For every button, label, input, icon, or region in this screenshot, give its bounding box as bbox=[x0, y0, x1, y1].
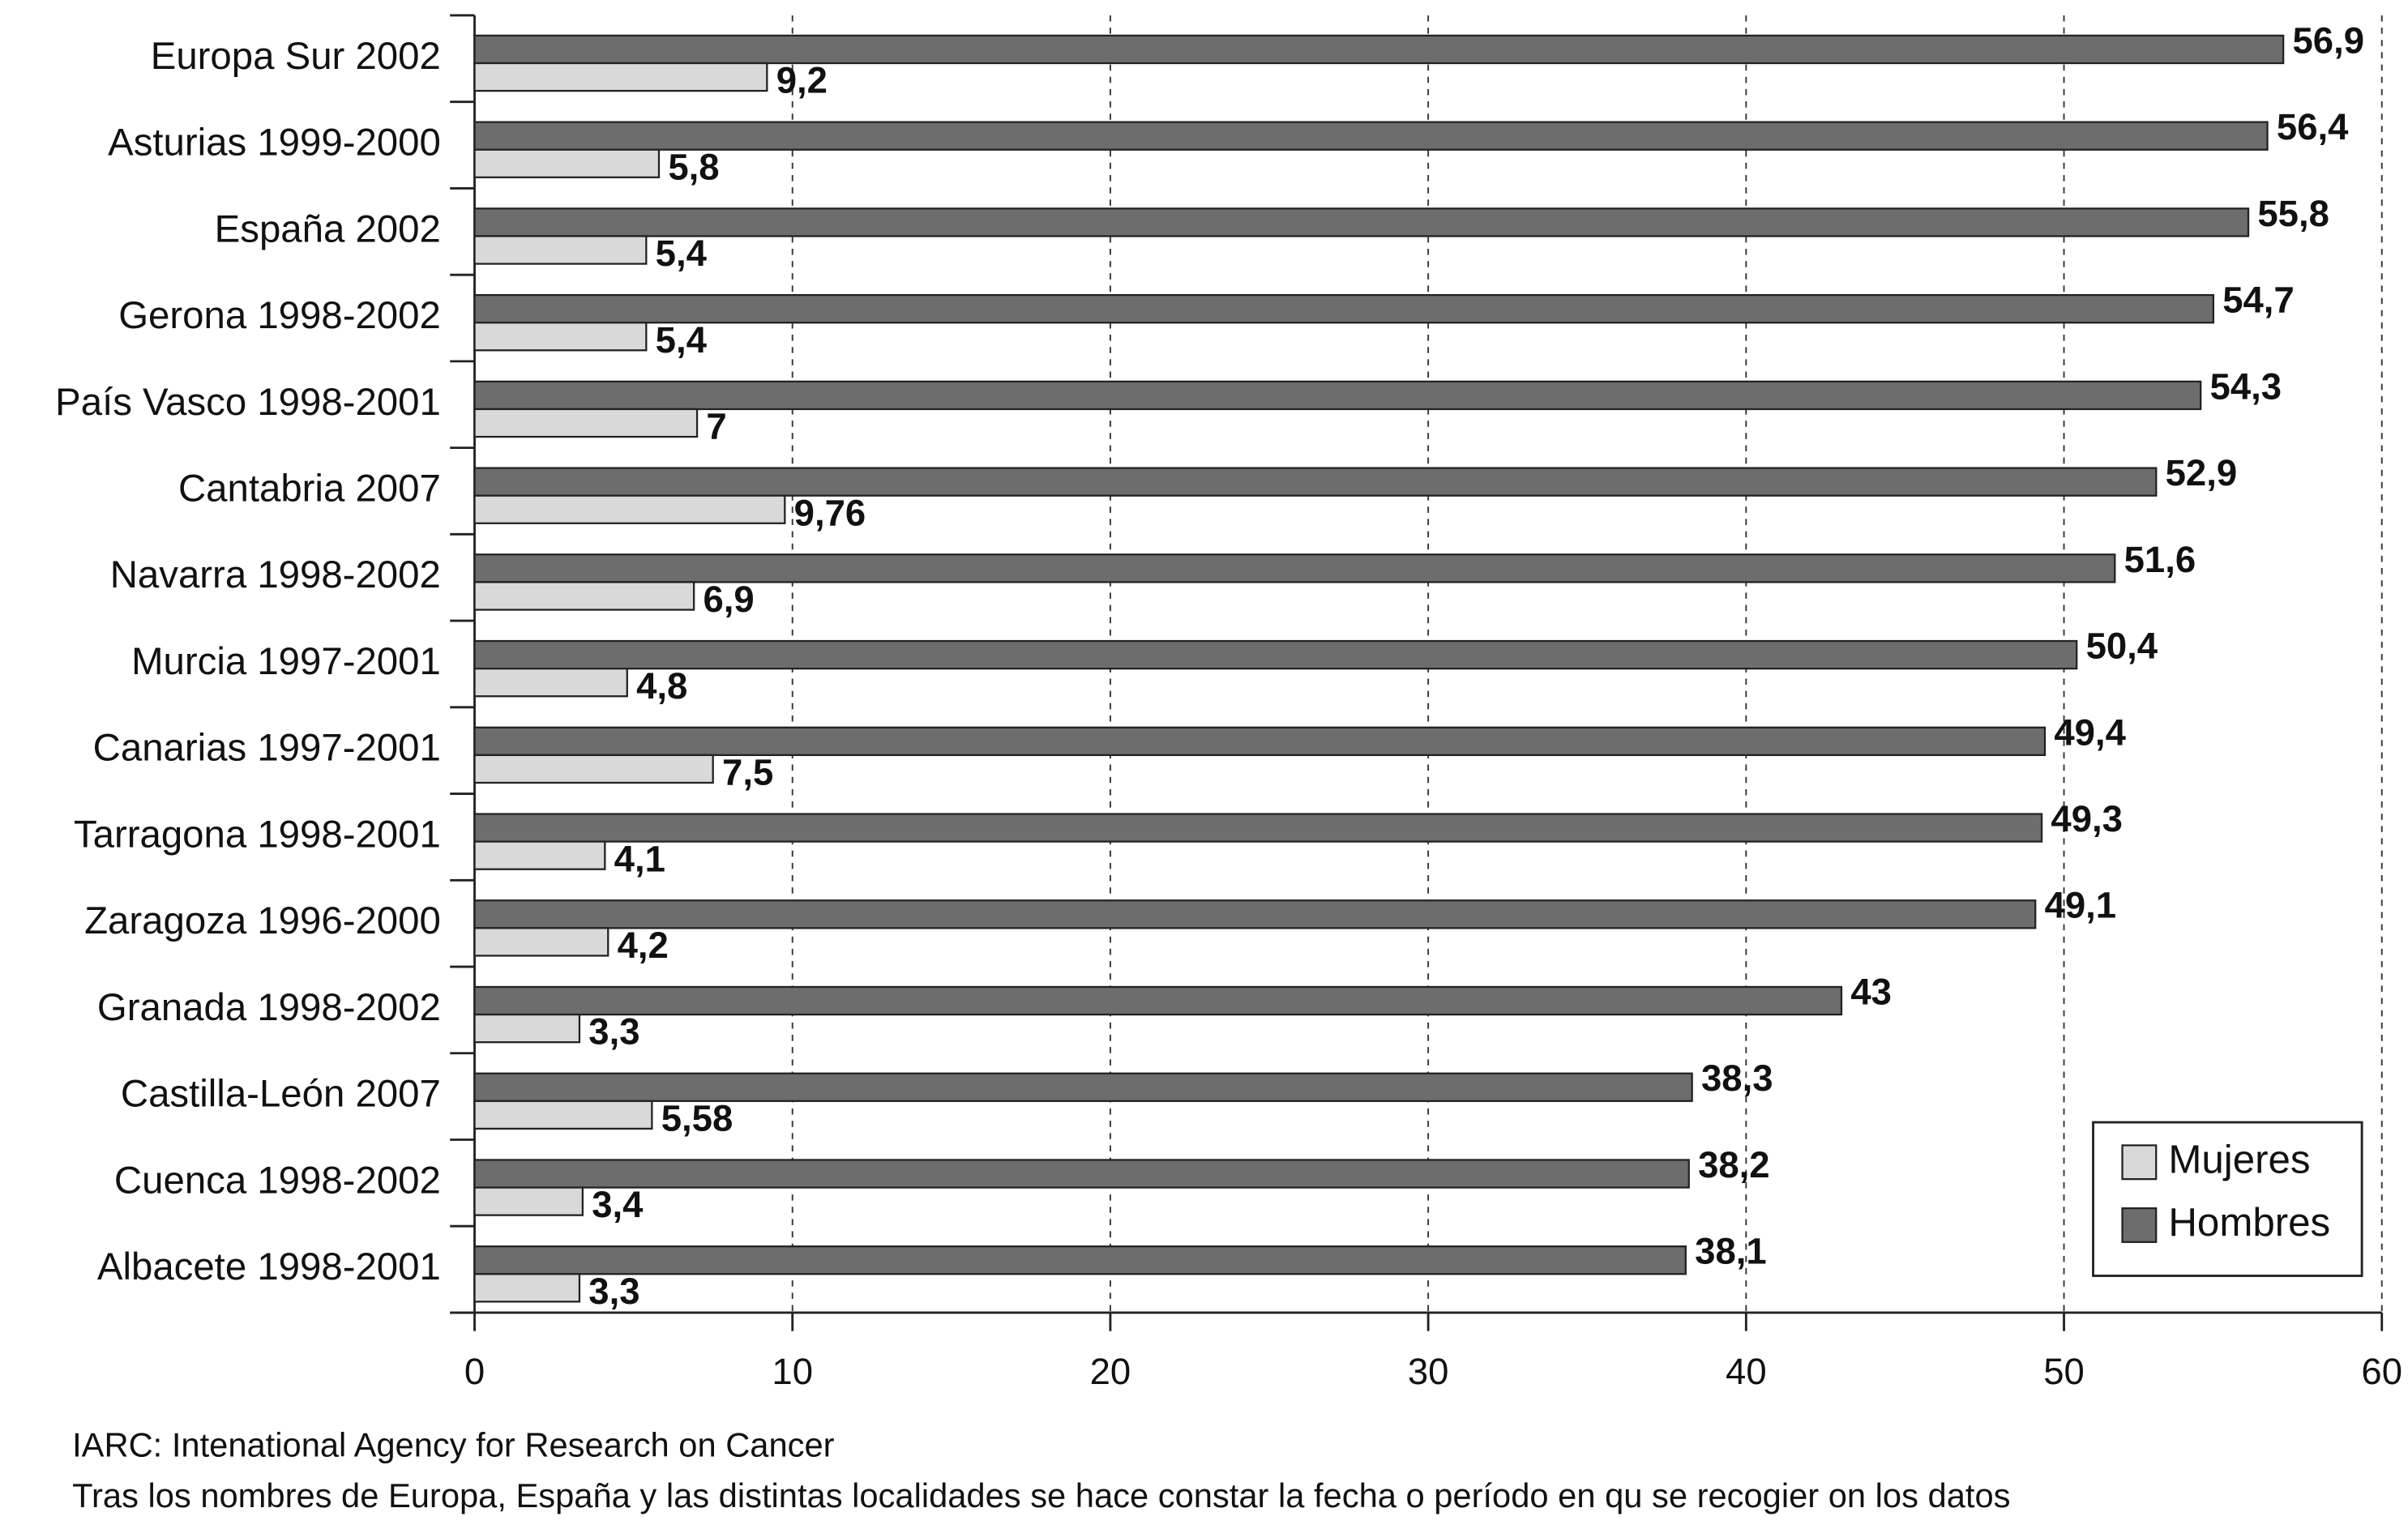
y-tick-label: Cantabria 2007 bbox=[178, 468, 441, 510]
bar bbox=[473, 668, 628, 698]
x-tick-label: 30 bbox=[1408, 1351, 1449, 1392]
bar bbox=[473, 1159, 1690, 1189]
value-label: 7,5 bbox=[722, 752, 773, 793]
bar bbox=[473, 581, 695, 611]
bar bbox=[473, 62, 768, 92]
bar bbox=[473, 754, 714, 784]
y-tick-label: Castilla-León 2007 bbox=[121, 1073, 441, 1116]
bar bbox=[473, 553, 2116, 583]
value-label: 9,2 bbox=[776, 60, 828, 101]
y-tick-label: Albacete 1998-2001 bbox=[97, 1245, 441, 1288]
value-label: 4,1 bbox=[614, 838, 665, 879]
bar bbox=[473, 494, 786, 524]
bar bbox=[473, 380, 2202, 411]
value-label: 5,58 bbox=[661, 1097, 734, 1138]
value-label: 38,2 bbox=[1698, 1144, 1770, 1185]
value-label: 5,8 bbox=[668, 146, 719, 187]
value-label: 52,9 bbox=[2166, 452, 2237, 493]
value-label: 38,1 bbox=[1695, 1231, 1767, 1272]
y-tick-label: País Vasco 1998-2001 bbox=[55, 381, 441, 424]
y-tick-label: Cuenca 1998-2002 bbox=[114, 1159, 441, 1202]
bar bbox=[473, 293, 2215, 324]
x-tick-label: 40 bbox=[1726, 1351, 1767, 1392]
y-tick-label: Canarias 1997-2001 bbox=[93, 727, 441, 770]
bar bbox=[473, 408, 699, 438]
bar bbox=[473, 148, 661, 178]
value-label: 43 bbox=[1850, 971, 1892, 1012]
value-label: 49,1 bbox=[2045, 885, 2117, 926]
y-tick-label: Navarra 1998-2002 bbox=[110, 553, 441, 596]
value-label: 9,76 bbox=[794, 492, 866, 533]
bar bbox=[473, 467, 2158, 497]
value-label: 38,3 bbox=[1701, 1057, 1773, 1099]
legend-swatch bbox=[2121, 1207, 2158, 1243]
value-label: 55,8 bbox=[2257, 193, 2329, 234]
bar bbox=[473, 1273, 581, 1303]
bar bbox=[473, 927, 609, 957]
bar bbox=[473, 726, 2047, 757]
bar bbox=[473, 1186, 584, 1216]
x-tick-label: 10 bbox=[772, 1351, 813, 1392]
bar bbox=[473, 1100, 653, 1130]
legend-swatch bbox=[2121, 1144, 2158, 1181]
y-tick-label: Asturias 1999-2000 bbox=[108, 122, 441, 164]
y-tick-label: Tarragona 1998-2001 bbox=[74, 813, 441, 856]
y-tick-label: Zaragoza 1996-2000 bbox=[84, 899, 441, 942]
bar bbox=[473, 34, 2285, 65]
value-label: 3,3 bbox=[588, 1271, 639, 1312]
bar bbox=[473, 813, 2043, 843]
legend-label: Hombres bbox=[2168, 1200, 2330, 1245]
y-tick-label: Europa Sur 2002 bbox=[151, 35, 441, 78]
y-tick-label: Gerona 1998-2002 bbox=[118, 294, 441, 337]
bar bbox=[473, 322, 648, 352]
bar bbox=[473, 235, 648, 265]
bar bbox=[473, 840, 606, 870]
value-label: 56,9 bbox=[2293, 19, 2365, 61]
value-label: 3,3 bbox=[588, 1011, 639, 1053]
bar bbox=[473, 985, 1843, 1016]
value-label: 49,3 bbox=[2051, 798, 2123, 839]
value-label: 5,4 bbox=[656, 233, 708, 274]
value-label: 56,4 bbox=[2277, 106, 2349, 147]
x-tick-label: 20 bbox=[1090, 1351, 1131, 1392]
x-tick-label: 60 bbox=[2361, 1351, 2402, 1392]
x-tick-label: 0 bbox=[464, 1351, 485, 1392]
value-label: 49,4 bbox=[2054, 711, 2126, 753]
legend-label: Mujeres bbox=[2168, 1137, 2310, 1181]
value-label: 51,6 bbox=[2124, 539, 2196, 580]
value-label: 6,9 bbox=[704, 579, 755, 620]
footnote: IARC: Intenational Agency for Research o… bbox=[72, 1426, 835, 1464]
value-label: 3,4 bbox=[592, 1184, 644, 1225]
x-tick-label: 50 bbox=[2043, 1351, 2085, 1392]
y-tick-label: Murcia 1997-2001 bbox=[131, 640, 441, 683]
value-label: 54,7 bbox=[2222, 280, 2295, 321]
value-label: 4,8 bbox=[636, 665, 687, 707]
value-label: 54,3 bbox=[2210, 365, 2282, 407]
y-tick-label: España 2002 bbox=[215, 207, 441, 250]
footnote: Tras los nombres de Europa, España y las… bbox=[72, 1476, 2010, 1514]
value-label: 50,4 bbox=[2086, 626, 2158, 667]
bar bbox=[473, 1072, 1693, 1102]
y-tick-label: Granada 1998-2002 bbox=[97, 986, 441, 1029]
bar bbox=[473, 1245, 1687, 1275]
bar bbox=[473, 207, 2250, 237]
bar bbox=[473, 1013, 581, 1044]
value-label: 5,4 bbox=[656, 319, 708, 361]
bar bbox=[473, 639, 2078, 670]
bar bbox=[473, 899, 2037, 929]
value-label: 7 bbox=[706, 406, 726, 447]
bar bbox=[473, 121, 2269, 151]
value-label: 4,2 bbox=[618, 925, 669, 966]
